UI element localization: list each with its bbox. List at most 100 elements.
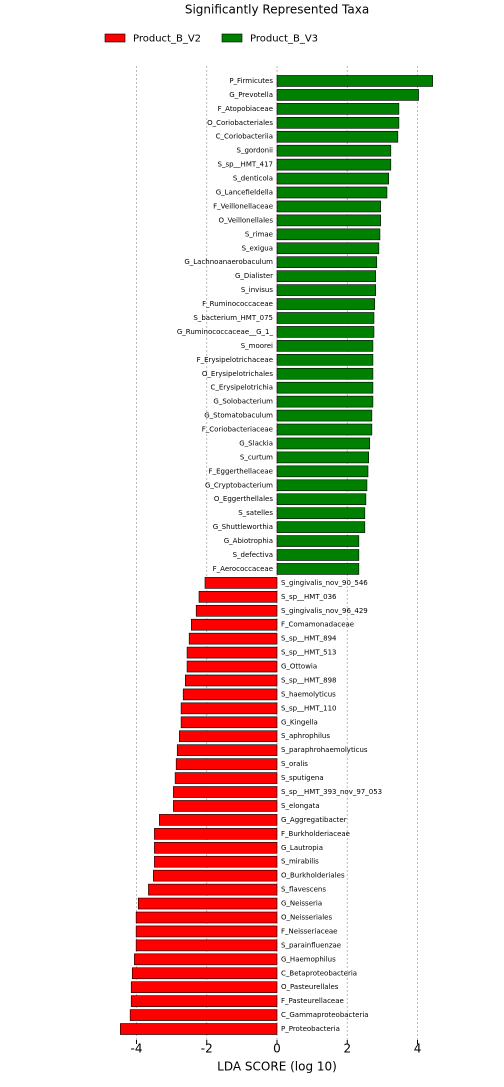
bar — [276, 493, 367, 506]
bar — [148, 883, 278, 896]
bar — [276, 409, 373, 422]
bar — [130, 981, 278, 994]
bar — [276, 284, 377, 296]
legend-label: Product_B_V2 — [133, 34, 201, 45]
category-label: S_defectiva — [233, 551, 273, 559]
category-label: O_Veillonellales — [219, 216, 274, 224]
bar — [276, 89, 419, 101]
category-label: P_Proteobacteria — [281, 1025, 340, 1033]
category-label: S_gingivalis_nov_90_546 — [281, 579, 368, 587]
bar — [276, 144, 392, 157]
category-label: S_moorei — [241, 342, 273, 350]
bar — [276, 256, 378, 269]
category-label: G_Slackia — [239, 439, 273, 447]
bar — [154, 841, 278, 854]
category-label: S_denticola — [233, 175, 273, 183]
bar — [204, 577, 278, 589]
bar — [131, 967, 278, 980]
category-label: G_Neisseria — [281, 900, 322, 908]
category-label: F_Veillonellaceae — [213, 202, 273, 210]
category-label: G_Solobacterium — [213, 398, 273, 406]
bar — [198, 591, 278, 603]
category-label: G_Ruminococcaceae__G_1_ — [177, 328, 274, 336]
category-label: G_Stomatobaculum — [204, 412, 273, 420]
category-label: S_sp__HMT_110 — [281, 704, 336, 712]
bar — [154, 828, 278, 840]
category-label: S_oralis — [281, 760, 308, 768]
bar — [276, 381, 374, 394]
category-label: O_Erysipelotrichales — [202, 370, 273, 378]
category-label: O_Neisseriales — [281, 913, 332, 921]
bar — [135, 925, 278, 938]
bar — [276, 521, 366, 533]
category-label: F_Comamonadaceae — [281, 621, 354, 629]
category-label: S_bacterium_HMT_075 — [193, 314, 273, 322]
bar — [276, 563, 360, 575]
bar — [276, 423, 373, 436]
category-label: O_Eggerthellales — [214, 495, 273, 503]
category-label: C_Coriobacteriia — [216, 133, 273, 141]
bar — [276, 298, 375, 310]
category-label: G_Lancefieldella — [216, 189, 273, 197]
legend-swatch — [221, 33, 243, 43]
category-label: S_rimae — [245, 230, 273, 238]
category-label: S_sp__HMT_036 — [281, 593, 337, 601]
category-label: G_Lachnoanaerobaculum — [184, 258, 273, 266]
bar — [276, 270, 377, 282]
bar — [182, 688, 278, 701]
category-label: S_sp__HMT_898 — [281, 676, 336, 684]
bar — [134, 953, 278, 966]
bar — [135, 911, 278, 924]
category-label: O_Burkholderiales — [281, 872, 345, 880]
category-label: S_haemolyticus — [281, 690, 336, 698]
bar — [120, 1023, 278, 1035]
category-label: P_Firmicutes — [229, 77, 273, 85]
category-label: F_Aerococcaceae — [213, 565, 273, 573]
bar — [276, 186, 388, 199]
chart-title: Significantly Represented Taxa — [185, 3, 369, 17]
category-label: S_parainfluenzae — [281, 941, 341, 949]
bar — [276, 535, 360, 547]
bar — [180, 702, 278, 715]
x-tick-label: 2 — [343, 1042, 351, 1056]
category-label: G_Kingella — [281, 718, 318, 726]
bar — [190, 618, 278, 631]
category-label: G_Ottowia — [281, 663, 317, 671]
bar — [276, 367, 374, 380]
category-label: S_sp__HMT_894 — [281, 635, 337, 643]
bar — [276, 116, 400, 129]
bar — [276, 312, 375, 324]
bar — [195, 604, 278, 617]
legend-swatch — [104, 33, 126, 43]
bar — [276, 395, 374, 408]
category-label: O_Coriobacteriales — [207, 119, 273, 127]
x-tick-label: 4 — [414, 1042, 422, 1056]
category-label: F_Neisseriaceae — [281, 927, 337, 935]
bar — [276, 242, 380, 255]
bar — [175, 758, 278, 770]
category-label: F_Erysipelotrichaceae — [197, 356, 273, 364]
bar — [153, 869, 278, 882]
bar — [188, 632, 278, 645]
bar — [276, 200, 381, 213]
bar — [180, 716, 278, 729]
bar — [276, 75, 433, 87]
category-label: S_sp__HMT_513 — [281, 649, 336, 657]
bar — [130, 995, 278, 1007]
bar — [276, 172, 390, 185]
category-label: C_Gammaproteobacteria — [281, 1011, 369, 1019]
bar — [276, 507, 366, 519]
category-label: S_mirabilis — [281, 858, 319, 866]
category-label: S_sp__HMT_393_nov_97_053 — [281, 788, 382, 796]
bar — [276, 103, 400, 115]
bar — [276, 214, 381, 227]
bar — [173, 786, 278, 798]
category-label: G_Haemophilus — [281, 955, 336, 963]
category-label: C_Erysipelotrichia — [211, 384, 274, 392]
bar — [276, 465, 369, 478]
category-label: S_gordonii — [237, 147, 274, 155]
x-tick-label: -2 — [201, 1042, 213, 1056]
category-label: G_Shuttleworthia — [213, 523, 273, 531]
category-label: S_paraphrohaemolyticus — [281, 746, 368, 754]
bar — [186, 646, 278, 659]
